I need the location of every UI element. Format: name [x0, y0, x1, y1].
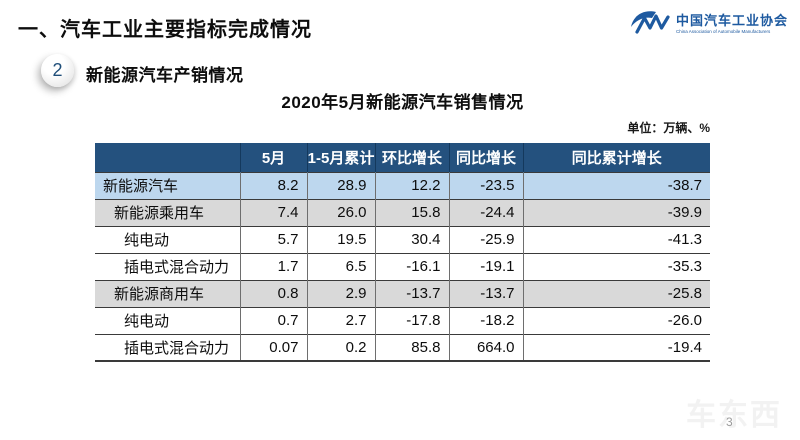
cell-value: -39.9 [522, 198, 710, 226]
table-row: 新能源商用车 0.8 2.9 -13.7 -13.7 -25.8 [95, 279, 710, 307]
table-row: 插电式混合动力 0.07 0.2 85.8 664.0 -19.4 [95, 333, 710, 362]
row-label: 新能源乘用车 [95, 198, 240, 226]
header-cell-mom-growth: 环比增长 [374, 143, 449, 172]
cell-value: 19.5 [306, 225, 375, 253]
cell-value: 6.5 [306, 252, 375, 280]
page-title: 一、汽车工业主要指标完成情况 [18, 19, 312, 41]
cell-value: 28.9 [306, 171, 375, 199]
row-label: 新能源商用车 [95, 279, 240, 307]
cell-value: -13.7 [374, 279, 449, 307]
watermark: 车东西 [686, 399, 782, 432]
cell-value: 8.2 [239, 171, 307, 199]
table-row: 新能源乘用车 7.4 26.0 15.8 -24.4 -39.9 [95, 198, 710, 226]
sales-table: 5月 1-5月累计 环比增长 同比增长 同比累计增长 新能源汽车 8.2 28.9 1… [95, 143, 710, 362]
cell-value: -26.0 [522, 306, 710, 334]
table-title: 2020年5月新能源汽车销售情况 [281, 93, 524, 112]
cell-value: 26.0 [306, 198, 375, 226]
cell-value: 664.0 [448, 333, 523, 362]
cell-value: 1.7 [239, 252, 307, 280]
table-header-row: 5月 1-5月累计 环比增长 同比增长 同比累计增长 [95, 143, 710, 172]
header-cell-cumulative: 1-5月累计 [306, 143, 375, 172]
logo-name-en: China Association of Automobile Manufact… [675, 29, 771, 35]
cell-value: -17.8 [374, 306, 449, 334]
cell-value: -19.4 [522, 333, 710, 362]
cell-value: 2.9 [306, 279, 375, 307]
cell-value: 85.8 [374, 333, 449, 362]
page-number: 3 [726, 415, 733, 429]
cell-value: -19.1 [448, 252, 523, 280]
cell-value: 0.07 [239, 333, 307, 362]
section-number-badge: 2 [41, 54, 74, 87]
cell-value: 0.7 [239, 306, 307, 334]
cell-value: 0.2 [306, 333, 375, 362]
cell-value: -18.2 [448, 306, 523, 334]
row-label: 插电式混合动力 [95, 252, 240, 280]
cell-value: 0.8 [239, 279, 307, 307]
cell-value: -16.1 [374, 252, 449, 280]
cell-value: -41.3 [522, 225, 710, 253]
cell-value: -35.3 [522, 252, 710, 280]
caam-logo: 中国汽车工业协会 China Association of Automobile… [629, 8, 788, 41]
table-row: 新能源汽车 8.2 28.9 12.2 -23.5 -38.7 [95, 171, 710, 199]
caam-swoosh-icon [629, 8, 671, 41]
table-row: 纯电动 5.7 19.5 30.4 -25.9 -41.3 [95, 225, 710, 253]
row-label: 纯电动 [95, 225, 240, 253]
row-label: 插电式混合动力 [95, 333, 240, 362]
cell-value: 15.8 [374, 198, 449, 226]
row-label: 纯电动 [95, 306, 240, 334]
header-cell-blank [95, 143, 240, 172]
cell-value: 12.2 [374, 171, 449, 199]
cell-value: -23.5 [448, 171, 523, 199]
row-label: 新能源汽车 [95, 171, 240, 199]
header-cell-may: 5月 [239, 143, 307, 172]
table-body: 新能源汽车 8.2 28.9 12.2 -23.5 -38.7 新能源乘用车 7.4 26.0 1… [95, 171, 710, 362]
unit-label: 单位：万辆、% [627, 121, 710, 135]
table-row: 插电式混合动力 1.7 6.5 -16.1 -19.1 -35.3 [95, 252, 710, 280]
cell-value: -25.8 [522, 279, 710, 307]
cell-value: 2.7 [306, 306, 375, 334]
cell-value: -25.9 [448, 225, 523, 253]
header-cell-yoy-cumulative-growth: 同比累计增长 [522, 143, 710, 172]
table-row: 纯电动 0.7 2.7 -17.8 -18.2 -26.0 [95, 306, 710, 334]
cell-value: 5.7 [239, 225, 307, 253]
logo-name-cn: 中国汽车工业协会 [675, 12, 788, 28]
cell-value: -13.7 [448, 279, 523, 307]
cell-value: 7.4 [239, 198, 307, 226]
section-title: 新能源汽车产销情况 [86, 66, 244, 85]
cell-value: 30.4 [374, 225, 449, 253]
cell-value: -24.4 [448, 198, 523, 226]
header-cell-yoy-growth: 同比增长 [448, 143, 523, 172]
cell-value: -38.7 [522, 171, 710, 199]
